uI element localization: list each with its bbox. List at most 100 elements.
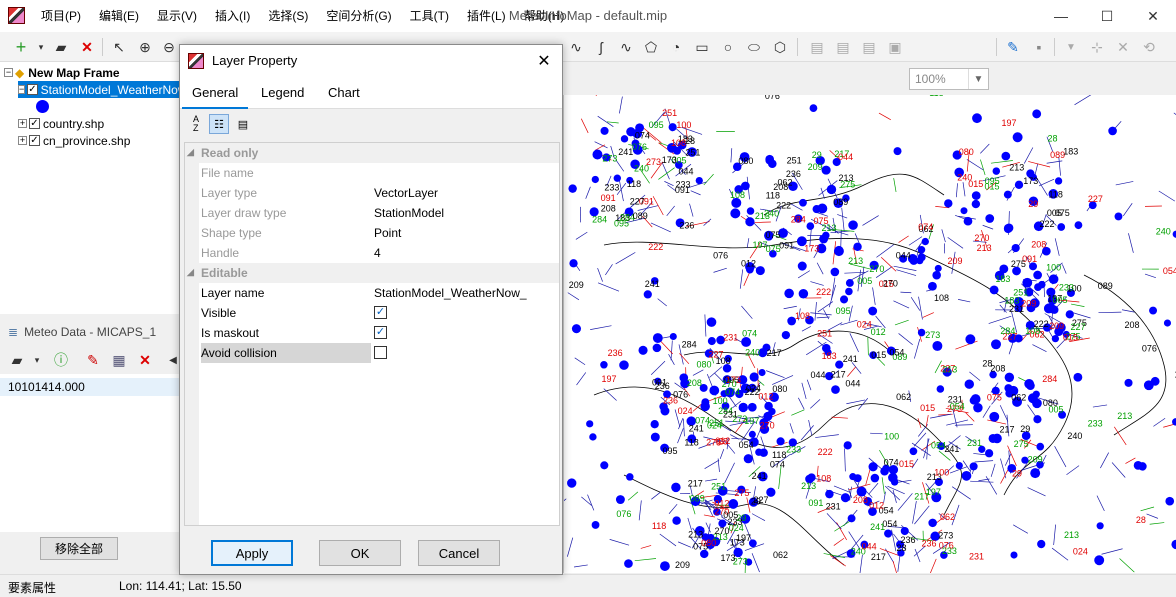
layer-name-field[interactable]: StationModel_WeatherNow_ — [374, 286, 527, 300]
map-frame-node[interactable]: − ◆ New Map Frame — [4, 64, 120, 81]
add-layer-icon[interactable]: + — [15, 36, 27, 57]
expand-icon[interactable]: + — [18, 118, 27, 128]
tab-chart[interactable]: Chart — [328, 85, 360, 100]
wind-barb — [735, 418, 747, 433]
property-row[interactable]: Layer type VectorLayer — [201, 186, 439, 200]
property-row[interactable]: Layer draw type StationModel — [201, 206, 445, 220]
property-row[interactable]: Shape type Point — [201, 226, 402, 240]
edit-tool-icon[interactable]: ▼ — [1066, 41, 1076, 53]
delete-feature-icon[interactable]: ✕ — [1117, 38, 1129, 55]
maskout-checkbox[interactable]: ✓ — [374, 326, 387, 339]
save-edit-icon[interactable]: ▪ — [1036, 39, 1042, 55]
dropdown-arrow-icon[interactable]: ▾ — [34, 354, 40, 365]
cancel-button[interactable]: Cancel — [418, 540, 500, 566]
collapse-icon[interactable]: − — [18, 84, 26, 94]
apply-button[interactable]: Apply — [211, 540, 293, 566]
category-readonly[interactable]: ◢ Read only — [185, 143, 559, 163]
ok-button[interactable]: OK — [319, 540, 401, 566]
rectangle-icon[interactable]: ▭ — [695, 38, 709, 55]
wind-barb — [638, 500, 642, 521]
table-icon[interactable]: ▦ — [112, 351, 126, 368]
categorized-icon[interactable]: ☷ — [209, 114, 229, 134]
layer-node-province[interactable]: + ✓ cn_province.shp — [18, 132, 130, 149]
maximize-button[interactable]: ☐ — [1100, 7, 1114, 24]
tab-general[interactable]: General — [182, 76, 249, 109]
freehand-icon[interactable]: ʃ — [599, 39, 603, 55]
menu-item[interactable]: 项目(P) — [41, 9, 81, 23]
menu-item[interactable]: 选择(S) — [268, 9, 309, 23]
remove-all-button[interactable]: 移除全部 — [40, 537, 118, 560]
wind-barb — [891, 529, 897, 552]
property-row-layer-name[interactable]: Layer name StationModel_WeatherNow_ — [185, 283, 559, 303]
page-copy-icon[interactable]: ▤ — [836, 38, 850, 55]
circle-icon[interactable]: ○ — [723, 39, 733, 55]
delete-icon[interactable]: ✕ — [139, 351, 151, 368]
close-window-button[interactable]: ✕ — [1147, 7, 1159, 24]
layer-visible-checkbox[interactable]: ✓ — [27, 84, 38, 95]
collapse-triangle-icon[interactable]: ◢ — [187, 147, 194, 157]
category-editable[interactable]: ◢ Editable — [185, 263, 559, 283]
property-pages-icon[interactable]: ▤ — [237, 118, 249, 131]
menu-item[interactable]: 空间分析(G) — [326, 9, 392, 23]
previous-icon[interactable]: ◀ — [169, 354, 177, 366]
polygon-icon[interactable]: ⬠ — [644, 38, 658, 55]
property-row[interactable]: Handle 4 — [201, 246, 381, 260]
station-marker — [669, 332, 677, 341]
collapse-triangle-icon[interactable]: ◢ — [187, 267, 194, 277]
info-icon[interactable]: ⓘ — [54, 352, 68, 368]
property-row-maskout[interactable]: Is maskout ✓ — [201, 326, 387, 340]
layer-visible-checkbox[interactable]: ✓ — [29, 135, 40, 146]
ellipse-icon[interactable]: ⬭ — [748, 38, 760, 55]
layer-node-country[interactable]: + ✓ country.shp — [18, 115, 104, 132]
menu-item[interactable]: 插入(I) — [215, 9, 251, 23]
meteo-file-item[interactable]: 10101414.000 — [0, 378, 180, 396]
zoom-in-icon[interactable]: ⊕ — [139, 38, 151, 55]
layer-node-station[interactable]: − ✓ StationModel_WeatherNow_ — [18, 81, 193, 98]
minimize-button[interactable]: — — [1054, 8, 1068, 24]
page-export-icon[interactable]: ▤ — [862, 38, 876, 55]
menu-item[interactable]: 工具(T) — [409, 9, 449, 23]
wave-icon[interactable]: ∿ — [620, 38, 632, 55]
avoid-collision-checkbox[interactable] — [374, 346, 387, 359]
zoom-out-icon[interactable]: ⊖ — [163, 38, 175, 55]
map-canvas[interactable]: 2092512730152362752842082172132312702412… — [564, 95, 1176, 573]
new-feature-icon[interactable]: ⊹ — [1091, 38, 1103, 55]
layer-visible-checkbox[interactable]: ✓ — [29, 118, 40, 129]
tab-legend[interactable]: Legend — [261, 85, 305, 100]
station-label: 251 — [817, 329, 832, 339]
edit-vertices-icon[interactable]: ⬡ — [773, 38, 787, 55]
collapse-icon[interactable]: − — [4, 67, 13, 77]
freehand-polygon-icon[interactable]: ◔ — [671, 39, 681, 55]
select-pointer-icon[interactable]: ↖ — [113, 38, 125, 55]
remove-layer-icon[interactable]: ✕ — [81, 38, 93, 55]
visible-checkbox[interactable]: ✓ — [374, 306, 387, 319]
menu-item[interactable]: 插件(L) — [466, 9, 506, 23]
curve-icon[interactable]: ∿ — [570, 38, 582, 55]
fit-page-icon[interactable]: ▣ — [888, 38, 902, 55]
open-folder-icon[interactable]: ▰ — [11, 351, 23, 368]
property-row-avoid-collision[interactable]: Avoid collision — [185, 343, 559, 363]
property-row-visible[interactable]: Visible ✓ — [201, 306, 387, 320]
station-label: 024 — [729, 523, 744, 533]
chevron-down-icon[interactable]: ▼ — [968, 69, 988, 89]
zoom-select[interactable]: 100% — [909, 68, 989, 90]
menu-item[interactable]: 帮助(H) — [523, 9, 565, 23]
dialog-close-icon[interactable]: ✕ — [537, 52, 551, 70]
expand-icon[interactable]: + — [18, 135, 27, 145]
draw-layer-icon[interactable]: ✎ — [87, 351, 99, 368]
wind-barb — [1163, 424, 1174, 428]
map-view[interactable]: 209 251 273 015 236 275 284 208 217 213 231 270 241 2… — [563, 95, 1176, 573]
menu-item[interactable]: 编辑(E) — [99, 9, 139, 23]
edit-pencil-icon[interactable]: ✎ — [1007, 38, 1019, 55]
open-folder-icon[interactable]: ▰ — [55, 38, 67, 55]
station-label: 270 — [869, 264, 884, 274]
property-row[interactable]: File name — [201, 166, 254, 180]
undo-icon[interactable]: ⟲ — [1143, 38, 1155, 55]
station-label: 273 — [947, 404, 962, 414]
menu-item[interactable]: 显示(V) — [157, 9, 197, 23]
station-label: 227 — [1088, 194, 1103, 204]
dropdown-arrow-icon[interactable]: ▾ — [38, 41, 44, 52]
page-icon[interactable]: ▤ — [810, 38, 824, 55]
